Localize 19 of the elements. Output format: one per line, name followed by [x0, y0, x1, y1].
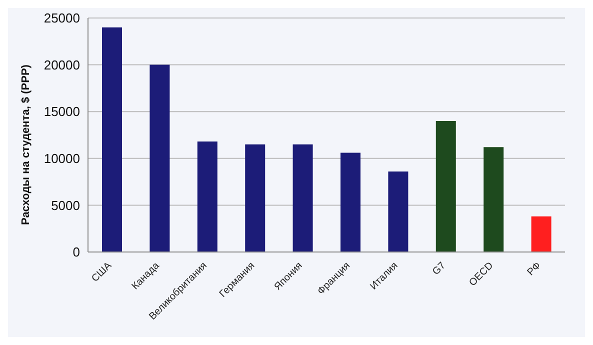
bar	[484, 147, 504, 252]
y-tick-label: 20000	[44, 57, 80, 72]
bar	[292, 144, 313, 252]
bar	[150, 64, 170, 252]
bar	[340, 152, 360, 252]
y-tick-label: 10000	[44, 151, 80, 166]
y-tick-label: 15000	[44, 104, 80, 120]
bar	[531, 216, 552, 252]
bar	[197, 142, 218, 252]
y-tick-label: 0	[72, 244, 80, 260]
bar	[245, 144, 266, 252]
bar	[388, 172, 408, 252]
x-tick-label: G7	[430, 260, 448, 278]
y-tick-label: 5000	[51, 198, 80, 213]
x-tick-label: РФ	[525, 260, 544, 278]
y-axis-title: Расходы на студента, $ (PPP)	[20, 64, 32, 225]
y-tick-label: 25000	[44, 10, 80, 26]
bar	[436, 120, 456, 252]
bar	[102, 27, 122, 252]
